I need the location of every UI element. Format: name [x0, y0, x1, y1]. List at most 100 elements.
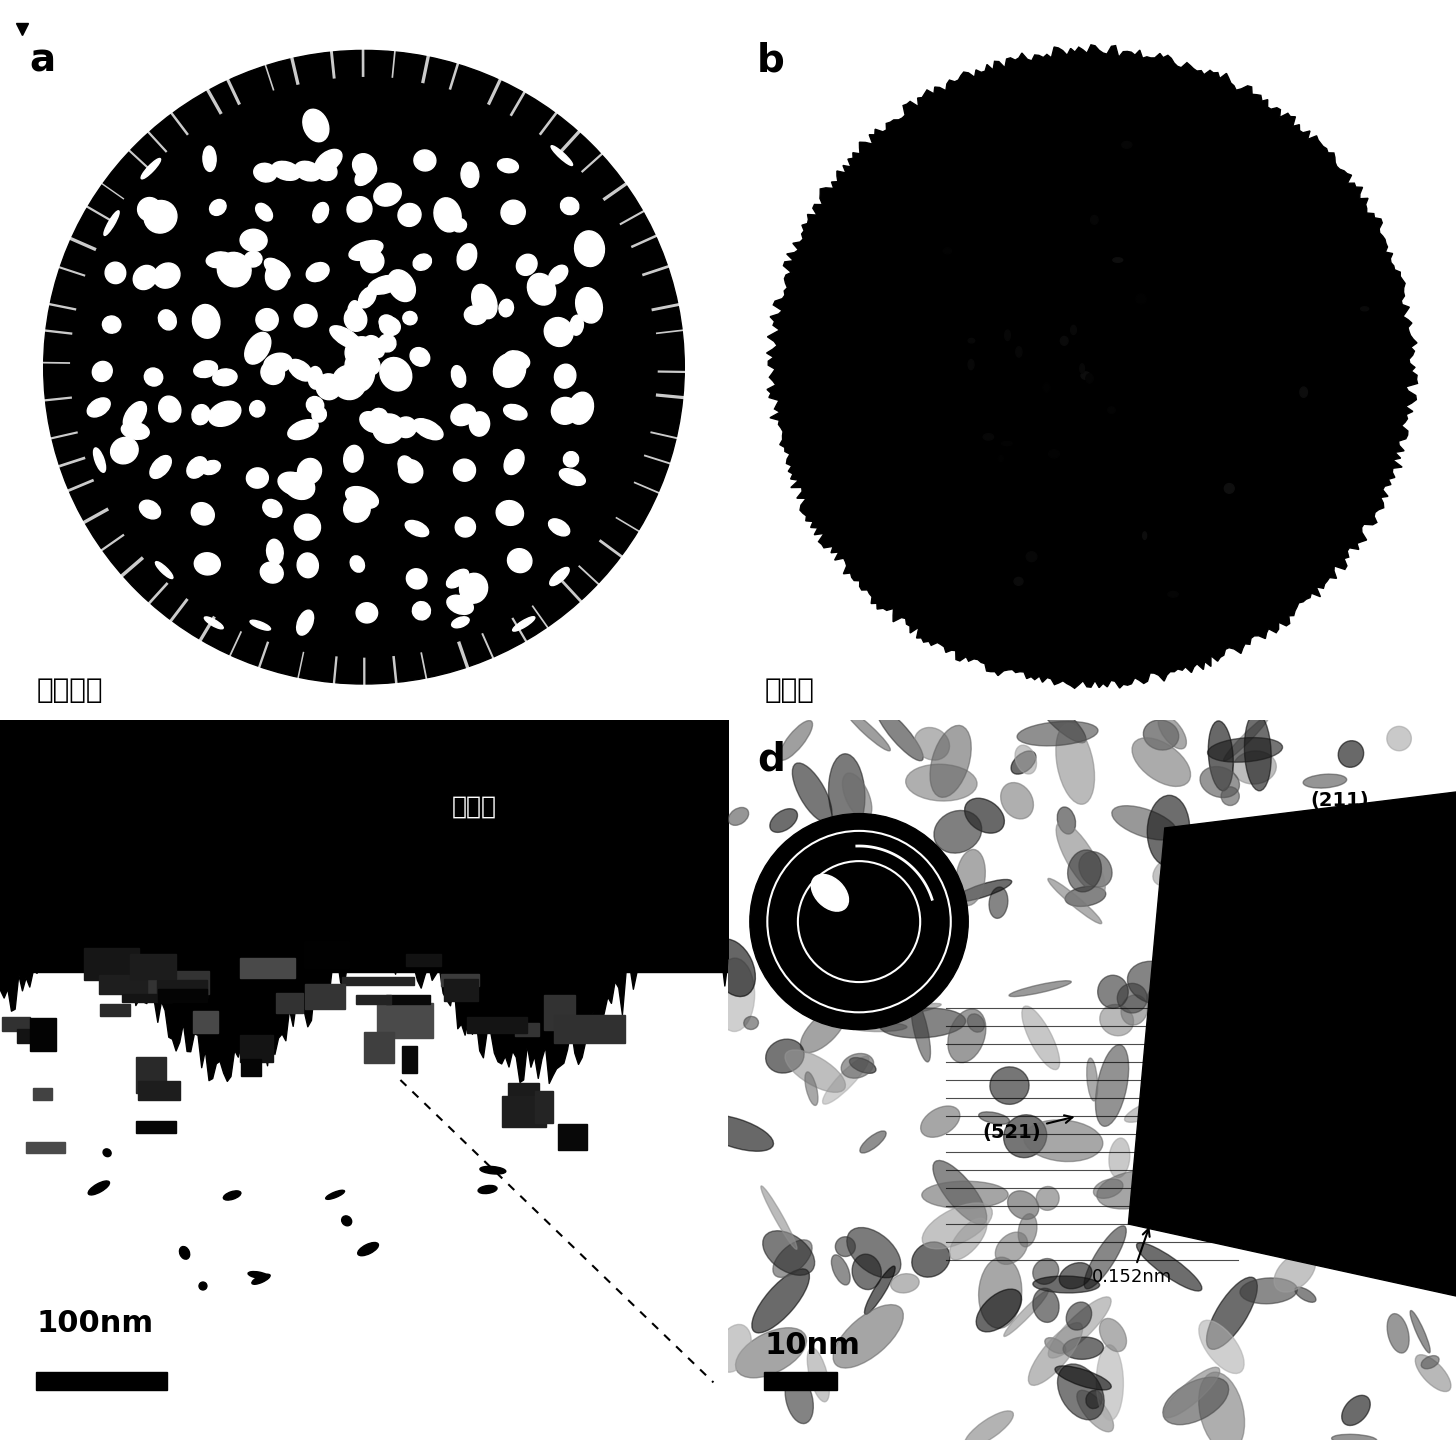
Ellipse shape [1376, 949, 1412, 982]
Polygon shape [402, 1045, 418, 1073]
Ellipse shape [761, 1187, 796, 1250]
Ellipse shape [504, 405, 527, 420]
Ellipse shape [910, 304, 919, 307]
Ellipse shape [297, 611, 313, 635]
Ellipse shape [948, 1009, 986, 1063]
Ellipse shape [266, 539, 282, 564]
Ellipse shape [355, 163, 377, 186]
Ellipse shape [134, 265, 157, 289]
Ellipse shape [345, 337, 379, 369]
Ellipse shape [1056, 822, 1105, 896]
Polygon shape [157, 979, 207, 998]
Ellipse shape [1060, 1263, 1092, 1289]
Ellipse shape [202, 145, 215, 171]
Ellipse shape [121, 422, 149, 439]
Ellipse shape [380, 317, 400, 336]
Ellipse shape [1143, 720, 1179, 750]
Ellipse shape [411, 347, 430, 366]
Ellipse shape [1207, 737, 1283, 762]
Ellipse shape [879, 1008, 965, 1038]
Text: a: a [29, 42, 55, 81]
Ellipse shape [1057, 806, 1076, 834]
Ellipse shape [964, 1411, 1013, 1440]
Ellipse shape [1070, 325, 1076, 334]
Polygon shape [355, 995, 390, 1004]
Polygon shape [441, 975, 479, 986]
Ellipse shape [919, 868, 948, 912]
Ellipse shape [920, 1106, 960, 1138]
Ellipse shape [464, 305, 486, 324]
Ellipse shape [1042, 383, 1050, 392]
Ellipse shape [453, 459, 476, 481]
Ellipse shape [358, 287, 376, 308]
Polygon shape [144, 971, 210, 994]
Ellipse shape [1098, 975, 1128, 1008]
Ellipse shape [379, 334, 396, 351]
Polygon shape [767, 45, 1418, 688]
Ellipse shape [316, 374, 341, 400]
Text: 0.152nm: 0.152nm [1092, 1228, 1172, 1286]
Ellipse shape [1048, 1297, 1111, 1358]
Ellipse shape [842, 1054, 874, 1079]
Ellipse shape [217, 252, 250, 287]
Ellipse shape [1136, 294, 1146, 304]
Ellipse shape [498, 158, 518, 173]
Ellipse shape [875, 1004, 941, 1018]
Ellipse shape [1024, 1120, 1102, 1162]
Ellipse shape [396, 418, 416, 438]
Ellipse shape [1223, 924, 1257, 986]
Ellipse shape [767, 906, 833, 946]
Ellipse shape [914, 727, 949, 760]
Ellipse shape [194, 311, 218, 337]
Ellipse shape [785, 1050, 846, 1093]
Ellipse shape [697, 1115, 773, 1151]
Ellipse shape [968, 360, 974, 370]
Ellipse shape [156, 562, 173, 579]
Polygon shape [84, 948, 138, 979]
Ellipse shape [1063, 1338, 1104, 1359]
Ellipse shape [1165, 919, 1222, 960]
Ellipse shape [996, 1233, 1028, 1264]
Ellipse shape [1358, 1246, 1396, 1270]
Ellipse shape [911, 998, 930, 1061]
Ellipse shape [1188, 1021, 1216, 1031]
Ellipse shape [1421, 1355, 1439, 1369]
Ellipse shape [1086, 374, 1093, 383]
Ellipse shape [397, 203, 421, 226]
Ellipse shape [1280, 955, 1348, 1001]
Polygon shape [242, 1058, 261, 1076]
Ellipse shape [261, 562, 284, 583]
Ellipse shape [261, 361, 284, 384]
Ellipse shape [1321, 1034, 1345, 1070]
Text: d: d [757, 740, 785, 779]
Ellipse shape [159, 310, 176, 330]
Ellipse shape [387, 269, 415, 301]
Ellipse shape [933, 811, 981, 852]
Ellipse shape [550, 567, 569, 586]
Ellipse shape [1313, 1080, 1347, 1110]
Polygon shape [159, 988, 207, 1002]
Ellipse shape [1037, 698, 1086, 743]
Ellipse shape [348, 301, 363, 328]
Polygon shape [240, 1035, 272, 1061]
Ellipse shape [314, 150, 342, 173]
Polygon shape [562, 1020, 584, 1031]
Ellipse shape [191, 503, 214, 526]
Ellipse shape [770, 809, 798, 832]
Ellipse shape [828, 753, 865, 834]
Ellipse shape [1162, 1159, 1194, 1191]
Ellipse shape [1086, 1058, 1098, 1102]
Ellipse shape [1067, 850, 1101, 891]
Ellipse shape [345, 487, 379, 508]
Ellipse shape [1153, 850, 1201, 887]
Ellipse shape [451, 219, 466, 232]
Ellipse shape [344, 307, 367, 331]
Ellipse shape [496, 501, 524, 526]
Ellipse shape [92, 361, 112, 382]
Polygon shape [364, 1031, 395, 1063]
Ellipse shape [1255, 1135, 1280, 1161]
Ellipse shape [894, 894, 936, 939]
Ellipse shape [1000, 782, 1034, 819]
Ellipse shape [999, 455, 1003, 462]
Ellipse shape [297, 458, 322, 484]
